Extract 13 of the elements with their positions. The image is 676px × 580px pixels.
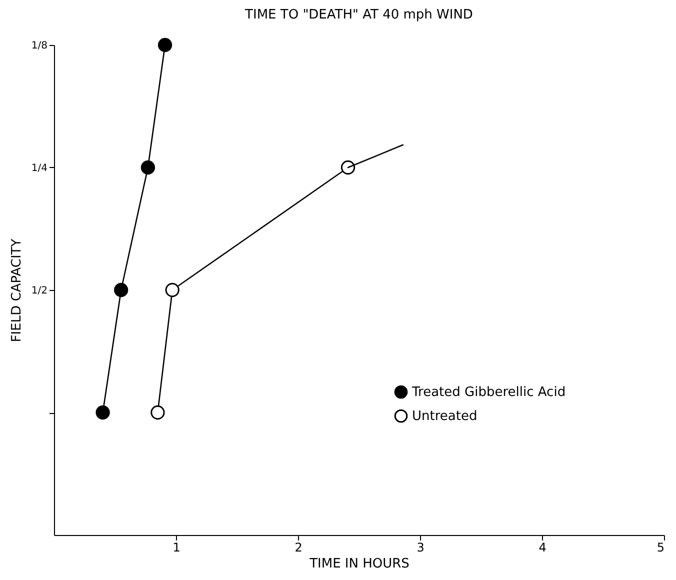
y-tick-label: 1/2 bbox=[31, 286, 48, 296]
x-tick-label: 2 bbox=[294, 540, 302, 554]
y-tick-label: 1/4 bbox=[31, 163, 48, 174]
chart-title: TIME TO "DEATH" AT 40 mph WIND bbox=[244, 8, 473, 23]
x-tick-label: 3 bbox=[416, 540, 424, 554]
x-tick-label: 1 bbox=[172, 540, 180, 554]
x-axis-title: TIME IN HOURS bbox=[308, 556, 410, 572]
y-axis-title: FIELD CAPACITY bbox=[9, 238, 24, 342]
y-tick-label: 1/8 bbox=[31, 40, 48, 52]
x-tick-label: 4 bbox=[538, 540, 546, 554]
legend-label: Treated Gibberellic Acid bbox=[411, 385, 566, 400]
legend-label: Untreated bbox=[412, 409, 478, 424]
x-tick-label: 5 bbox=[656, 540, 664, 554]
